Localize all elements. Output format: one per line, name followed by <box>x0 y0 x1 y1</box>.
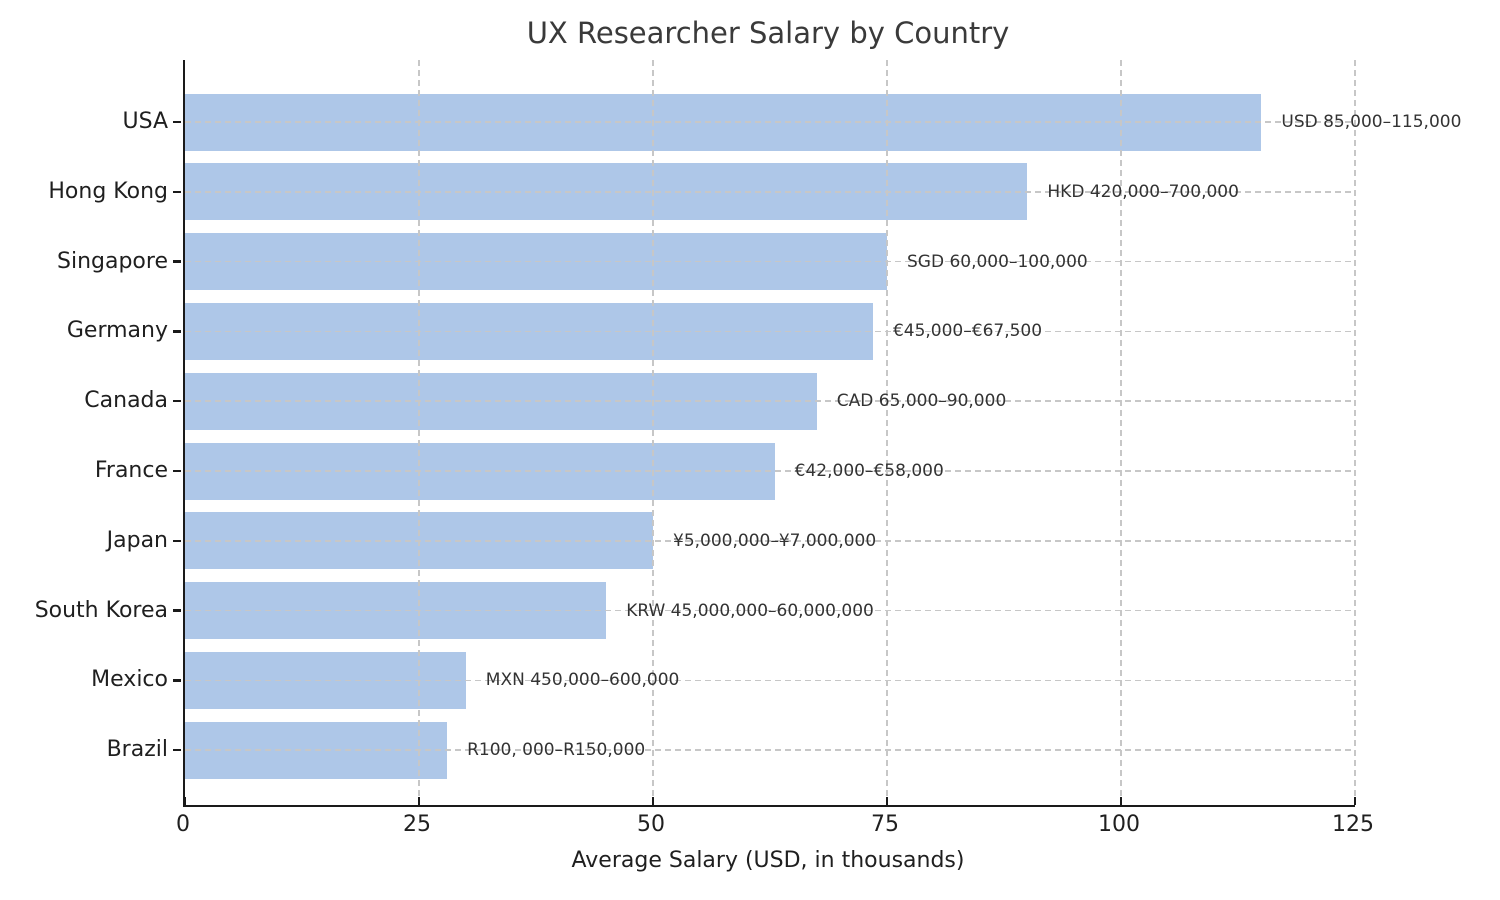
x-gridline <box>652 60 654 805</box>
x-gridline <box>886 60 888 805</box>
y-tick-mark <box>173 399 181 403</box>
y-tick-label: Singapore <box>57 248 168 274</box>
x-tick-label: 75 <box>871 812 899 837</box>
x-tick-mark <box>1353 797 1357 805</box>
bar-annotation: HKD 420,000–700,000 <box>1047 181 1239 202</box>
y-tick-mark <box>173 748 181 752</box>
x-tick-label: 100 <box>1098 812 1140 837</box>
y-tick-label: Mexico <box>91 667 168 693</box>
y-tick-mark <box>173 260 181 263</box>
x-gridline <box>1120 60 1122 805</box>
y-tick-label: Canada <box>84 388 168 414</box>
plot-area: USD 85,000–115,000 HKD 420,000–700,000 SGD… <box>183 60 1461 807</box>
y-tick-label: France <box>94 458 168 483</box>
y-tick-mark <box>173 539 181 543</box>
y-tick-label: Germany <box>66 318 168 344</box>
y-tick-label: Brazil <box>106 737 168 763</box>
bar-annotation: USD 85,000–115,000 <box>1281 112 1462 132</box>
y-gridline <box>185 260 1355 263</box>
y-gridline <box>185 609 1355 612</box>
y-gridline <box>185 121 1355 123</box>
bar-annotation: CAD 65,000–90,000 <box>836 391 1007 412</box>
x-tick-label: 50 <box>637 812 665 837</box>
bar-annotation: R100, 000–R150,000 <box>467 740 646 761</box>
bar-annotation: €42,000–€58,000 <box>794 461 944 481</box>
bar-annotation: ¥5,000,000–¥7,000,000 <box>673 530 877 551</box>
x-tick-label: 25 <box>403 812 431 837</box>
y-tick-mark <box>173 469 181 473</box>
y-tick-label: Hong Kong <box>48 178 168 204</box>
y-gridline <box>185 749 1355 751</box>
y-tick-mark <box>173 609 181 612</box>
y-gridline <box>185 400 1355 402</box>
x-tick-mark <box>885 797 889 805</box>
x-tick-mark <box>651 797 655 805</box>
x-tick-label: 0 <box>176 812 190 837</box>
y-gridline <box>185 191 1355 193</box>
x-gridline <box>1354 60 1356 805</box>
y-tick-mark <box>173 120 181 124</box>
x-axis-label: Average Salary (USD, in thousands) <box>571 848 965 873</box>
y-tick-label: USA <box>122 109 168 134</box>
bar-annotation: MXN 450,000–600,000 <box>485 670 680 691</box>
x-tick-mark <box>1119 797 1123 805</box>
bar-annotation: €45,000–€67,500 <box>892 321 1043 342</box>
y-tick-mark <box>173 330 181 333</box>
y-tick-label: South Korea <box>34 597 168 623</box>
bar-annotation: SGD 60,000–100,000 <box>907 251 1088 272</box>
y-gridline <box>185 679 1355 682</box>
y-tick-mark <box>173 679 181 682</box>
x-tick-mark <box>417 797 421 805</box>
y-tick-mark <box>173 190 181 194</box>
y-gridline <box>185 540 1355 542</box>
x-gridline <box>418 60 420 805</box>
y-gridline <box>185 330 1355 333</box>
x-tick-label: 125 <box>1332 812 1374 837</box>
x-tick-mark <box>183 797 187 805</box>
bar-annotation: KRW 45,000,000–60,000,000 <box>626 600 874 621</box>
chart-title: UX Researcher Salary by Country <box>526 16 1010 50</box>
y-tick-label: Japan <box>106 527 168 553</box>
y-gridline <box>185 470 1355 472</box>
